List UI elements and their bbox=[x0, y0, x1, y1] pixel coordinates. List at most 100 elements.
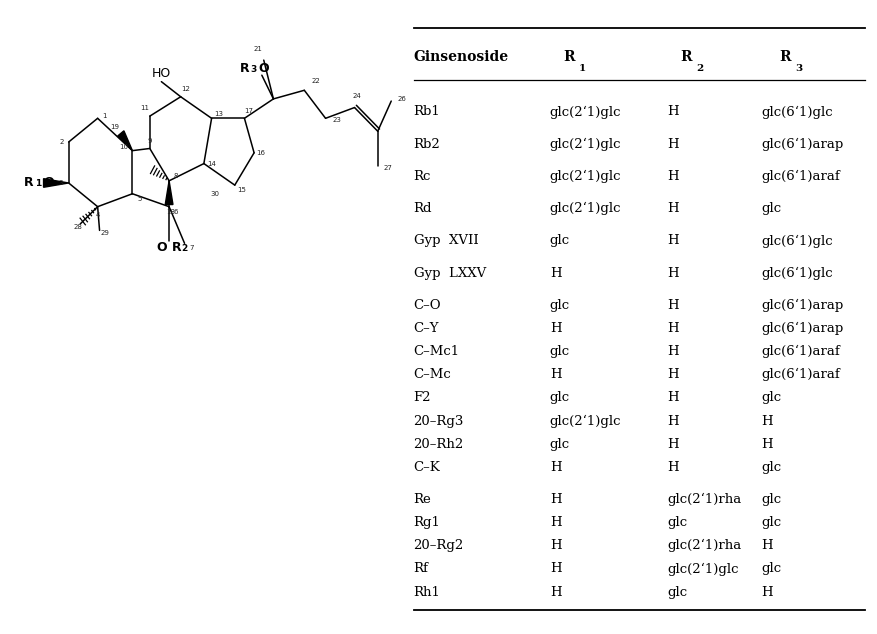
Text: 20–Rh2: 20–Rh2 bbox=[413, 437, 463, 451]
Text: glc: glc bbox=[549, 437, 569, 451]
Text: C–Mc: C–Mc bbox=[413, 368, 451, 381]
Text: 27: 27 bbox=[383, 165, 392, 171]
Text: H: H bbox=[667, 170, 678, 183]
Text: O: O bbox=[156, 241, 167, 254]
Text: glc(2‘1)glc: glc(2‘1)glc bbox=[549, 415, 621, 428]
Text: Rd: Rd bbox=[413, 202, 431, 215]
Text: 29: 29 bbox=[101, 230, 110, 236]
Text: H: H bbox=[549, 562, 560, 576]
Text: Ginsenoside: Ginsenoside bbox=[413, 50, 508, 64]
Text: glc: glc bbox=[549, 299, 569, 312]
Text: 20–Rg2: 20–Rg2 bbox=[413, 540, 463, 552]
Text: 1: 1 bbox=[34, 179, 41, 188]
Text: 6: 6 bbox=[174, 209, 178, 215]
Text: glc(6‘1)glc: glc(6‘1)glc bbox=[760, 235, 832, 247]
Text: 7: 7 bbox=[189, 245, 194, 250]
Text: R: R bbox=[562, 50, 574, 64]
Text: glc(6‘1)araf: glc(6‘1)araf bbox=[760, 345, 839, 358]
Text: 1: 1 bbox=[578, 65, 586, 74]
Text: 2: 2 bbox=[182, 244, 188, 253]
Text: glc: glc bbox=[760, 391, 781, 404]
Polygon shape bbox=[118, 131, 132, 151]
Text: 22: 22 bbox=[311, 78, 319, 84]
Text: Rb2: Rb2 bbox=[413, 138, 440, 151]
Text: glc(2‘1)glc: glc(2‘1)glc bbox=[549, 202, 621, 216]
Text: glc: glc bbox=[549, 391, 569, 404]
Text: O: O bbox=[258, 62, 268, 75]
Polygon shape bbox=[44, 179, 68, 187]
Text: Gyp  XVII: Gyp XVII bbox=[413, 235, 478, 247]
Text: H: H bbox=[549, 540, 560, 552]
Text: 4: 4 bbox=[96, 212, 100, 218]
Text: H: H bbox=[549, 516, 560, 529]
Text: 2: 2 bbox=[60, 139, 64, 145]
Text: C–K: C–K bbox=[413, 461, 440, 474]
Text: glc(6‘1)arap: glc(6‘1)arap bbox=[760, 138, 843, 151]
Text: 18: 18 bbox=[167, 209, 175, 215]
Text: glc(6‘1)glc: glc(6‘1)glc bbox=[760, 266, 832, 280]
Text: H: H bbox=[760, 437, 772, 451]
Text: H: H bbox=[667, 138, 678, 151]
Text: C–Mc1: C–Mc1 bbox=[413, 345, 460, 358]
Text: R: R bbox=[680, 50, 691, 64]
Text: R: R bbox=[172, 241, 182, 254]
Text: 1: 1 bbox=[103, 113, 107, 119]
Text: H: H bbox=[667, 461, 678, 474]
Polygon shape bbox=[165, 181, 173, 205]
Text: glc(6‘1)araf: glc(6‘1)araf bbox=[760, 170, 839, 183]
Text: glc(6‘1)glc: glc(6‘1)glc bbox=[760, 105, 832, 119]
Text: glc(6‘1)arap: glc(6‘1)arap bbox=[760, 299, 843, 312]
Text: O: O bbox=[44, 176, 54, 190]
Text: glc(2‘1)glc: glc(2‘1)glc bbox=[549, 105, 621, 119]
Text: glc: glc bbox=[760, 516, 781, 529]
Text: F2: F2 bbox=[413, 391, 431, 404]
Text: 13: 13 bbox=[214, 111, 223, 117]
Text: glc: glc bbox=[760, 461, 781, 474]
Text: HO: HO bbox=[152, 67, 171, 79]
Text: H: H bbox=[667, 202, 678, 215]
Text: C–Y: C–Y bbox=[413, 322, 438, 335]
Text: H: H bbox=[667, 368, 678, 381]
Text: H: H bbox=[549, 461, 560, 474]
Text: Gyp  LXXV: Gyp LXXV bbox=[413, 267, 485, 280]
Text: H: H bbox=[549, 493, 560, 506]
Text: glc: glc bbox=[667, 516, 687, 529]
Text: 2: 2 bbox=[695, 65, 702, 74]
Text: Rf: Rf bbox=[413, 562, 428, 576]
Text: 12: 12 bbox=[181, 86, 189, 92]
Text: 19: 19 bbox=[111, 124, 119, 130]
Text: Rb1: Rb1 bbox=[413, 105, 440, 119]
Text: Rh1: Rh1 bbox=[413, 586, 440, 598]
Text: 8: 8 bbox=[174, 172, 178, 179]
Text: glc: glc bbox=[549, 235, 569, 247]
Text: 28: 28 bbox=[73, 224, 82, 230]
Text: H: H bbox=[667, 235, 678, 247]
Text: 14: 14 bbox=[207, 160, 216, 167]
Text: 15: 15 bbox=[237, 187, 246, 193]
Text: H: H bbox=[667, 105, 678, 119]
Text: 11: 11 bbox=[140, 105, 149, 112]
Text: H: H bbox=[667, 267, 678, 280]
Text: 5: 5 bbox=[138, 196, 142, 202]
Text: 17: 17 bbox=[245, 108, 253, 113]
Text: glc(6‘1)araf: glc(6‘1)araf bbox=[760, 368, 839, 382]
Text: glc(2‘1)glc: glc(2‘1)glc bbox=[549, 170, 621, 183]
Text: R: R bbox=[239, 62, 249, 75]
Text: H: H bbox=[667, 345, 678, 358]
Text: 16: 16 bbox=[256, 150, 265, 156]
Text: 3: 3 bbox=[794, 65, 802, 74]
Text: H: H bbox=[549, 267, 560, 280]
Text: H: H bbox=[760, 586, 772, 598]
Text: H: H bbox=[667, 322, 678, 335]
Text: glc(2‘1)glc: glc(2‘1)glc bbox=[667, 562, 738, 576]
Text: H: H bbox=[760, 415, 772, 427]
Text: H: H bbox=[667, 299, 678, 312]
Text: glc: glc bbox=[549, 345, 569, 358]
Text: 30: 30 bbox=[210, 191, 219, 197]
Text: 10: 10 bbox=[119, 144, 128, 150]
Text: 20–Rg3: 20–Rg3 bbox=[413, 415, 463, 427]
Text: glc: glc bbox=[760, 202, 781, 215]
Text: H: H bbox=[549, 586, 560, 598]
Text: glc(2‘1)rha: glc(2‘1)rha bbox=[667, 493, 741, 506]
Text: 26: 26 bbox=[396, 96, 405, 102]
